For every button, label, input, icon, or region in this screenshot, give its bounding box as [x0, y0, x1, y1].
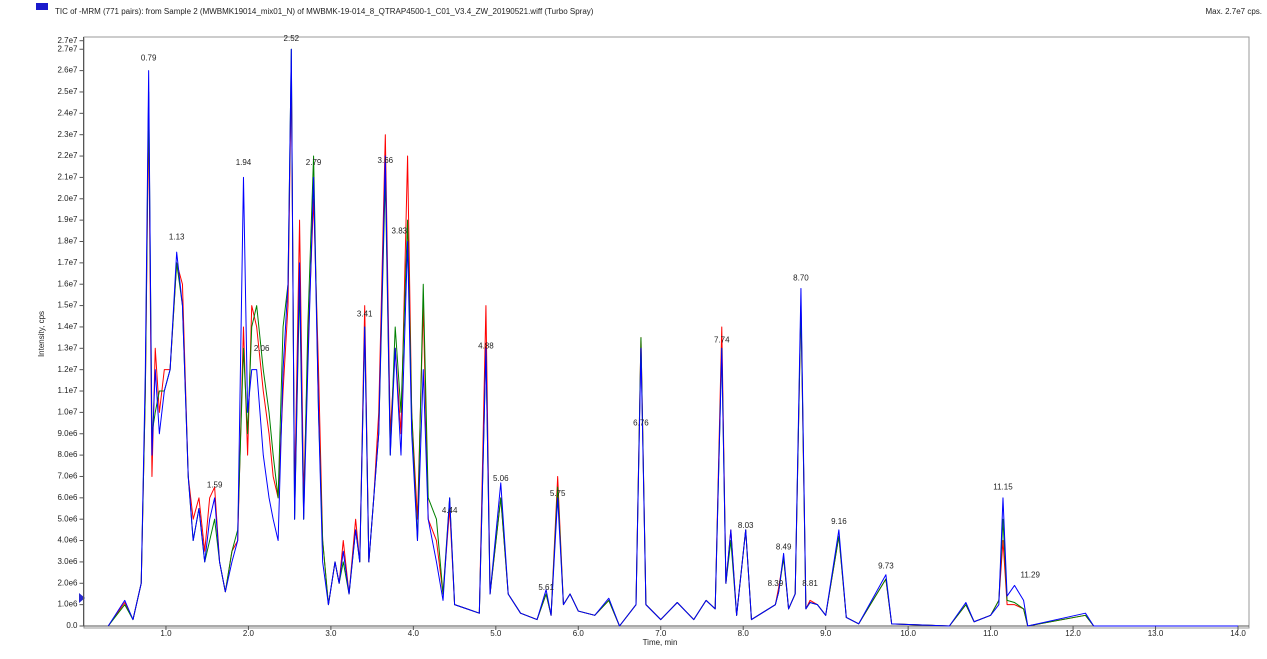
- peak-label: 1.94: [236, 158, 252, 167]
- y-tick-label: 1.5e7: [57, 301, 78, 310]
- x-tick-label: 3.0: [325, 629, 337, 638]
- y-tick-label: 1.6e7: [57, 279, 78, 288]
- y-tick-label: 4.0e6: [57, 536, 78, 545]
- y-tick-label: 1.4e7: [57, 322, 78, 331]
- y-tick-label: 2.7e7: [57, 36, 78, 45]
- y-tick-label: 3.0e6: [57, 557, 78, 566]
- y-tick-label: 1.0e6: [57, 600, 78, 609]
- x-tick-label: 13.0: [1148, 629, 1164, 638]
- peak-label: 8.39: [768, 579, 784, 588]
- y-tick-label: 1.1e7: [57, 386, 78, 395]
- y-tick-label: 2.1e7: [57, 173, 78, 182]
- y-tick-label: 0.0: [66, 621, 78, 630]
- plot-area: 0.0 1.0e6 2.0e6 3.0e6 4.0e6 5.0e6 6.0e6 7.0e6 8.…: [57, 34, 1249, 638]
- peak-label: 4.44: [442, 506, 458, 515]
- x-tick-label: 4.0: [408, 629, 420, 638]
- x-tick-label: 6.0: [573, 629, 585, 638]
- y-tick-label: 2.0e6: [57, 578, 78, 587]
- x-tick-label: 5.0: [490, 629, 502, 638]
- chart-title: TIC of -MRM (771 pairs): from Sample 2 (…: [55, 7, 594, 16]
- series-line: [107, 48, 1238, 627]
- baseline-marker: [79, 593, 85, 603]
- y-tick-label: 2.0e7: [57, 194, 78, 203]
- max-label: Max. 2.7e7 cps.: [1206, 7, 1262, 16]
- peak-label: 4.88: [478, 342, 494, 351]
- y-tick-label: 1.7e7: [57, 258, 78, 267]
- y-tick-label: 2.4e7: [57, 108, 78, 117]
- peak-label: 5.06: [493, 474, 509, 483]
- peak-label: 2.79: [306, 158, 322, 167]
- peak-label: 5.61: [538, 583, 554, 592]
- peak-label: 3.83: [392, 226, 408, 235]
- y-tick-label: 1.9e7: [57, 215, 78, 224]
- y-tick-label: 2.2e7: [57, 151, 78, 160]
- x-tick-label: 11.0: [983, 629, 999, 638]
- peak-label: 11.29: [1020, 570, 1040, 579]
- peak-label: 3.41: [357, 310, 373, 319]
- y-tick-label: 1.3e7: [57, 343, 78, 352]
- peak-label: 8.49: [776, 542, 792, 551]
- y-tick-label: 8.0e6: [57, 450, 78, 459]
- plot-frame: [83, 36, 1250, 629]
- peak-label: 2.52: [284, 34, 300, 43]
- peak-label: 2.06: [254, 344, 270, 353]
- x-tick-label: 10.0: [900, 629, 916, 638]
- y-tick-label: 6.0e6: [57, 493, 78, 502]
- peak-label: 9.73: [878, 562, 894, 571]
- peak-label: 1.13: [169, 233, 185, 242]
- x-tick-label: 2.0: [243, 629, 255, 638]
- y-tick-label: 2.5e7: [57, 87, 78, 96]
- peak-label: 5.75: [550, 489, 566, 498]
- peak-label: 6.76: [633, 419, 649, 428]
- y-tick-label: 1.8e7: [57, 237, 78, 246]
- y-tick-label: 2.7e7: [57, 44, 78, 53]
- x-tick-label: 7.0: [655, 629, 667, 638]
- peak-label: 8.03: [738, 521, 754, 530]
- peak-label: 1.59: [207, 481, 223, 490]
- series-line: [107, 70, 1238, 627]
- y-tick-label: 2.6e7: [57, 66, 78, 75]
- y-axis-label: Intensity, cps: [37, 311, 46, 357]
- y-tick-label: 7.0e6: [57, 472, 78, 481]
- peak-label: 11.15: [993, 483, 1013, 492]
- x-tick-label: 1.0: [160, 629, 172, 638]
- x-axis-label: Time, min: [643, 638, 678, 647]
- x-tick-label: 14.0: [1230, 629, 1246, 638]
- peak-label: 7.74: [714, 335, 730, 344]
- y-tick-label: 9.0e6: [57, 429, 78, 438]
- y-tick-label: 5.0e6: [57, 514, 78, 523]
- y-tick-label: 1.0e7: [57, 407, 78, 416]
- y-tick-label: 2.3e7: [57, 130, 78, 139]
- x-tick-label: 8.0: [738, 629, 750, 638]
- peak-label: 3.66: [378, 156, 394, 165]
- x-tick-label: 9.0: [820, 629, 832, 638]
- peak-label: 9.16: [831, 517, 847, 526]
- legend-icon: [36, 3, 48, 10]
- peak-label: 8.70: [793, 273, 809, 282]
- peak-label: 8.81: [802, 579, 818, 588]
- peak-label: 0.79: [141, 53, 157, 62]
- y-tick-label: 1.2e7: [57, 365, 78, 374]
- x-tick-label: 12.0: [1065, 629, 1081, 638]
